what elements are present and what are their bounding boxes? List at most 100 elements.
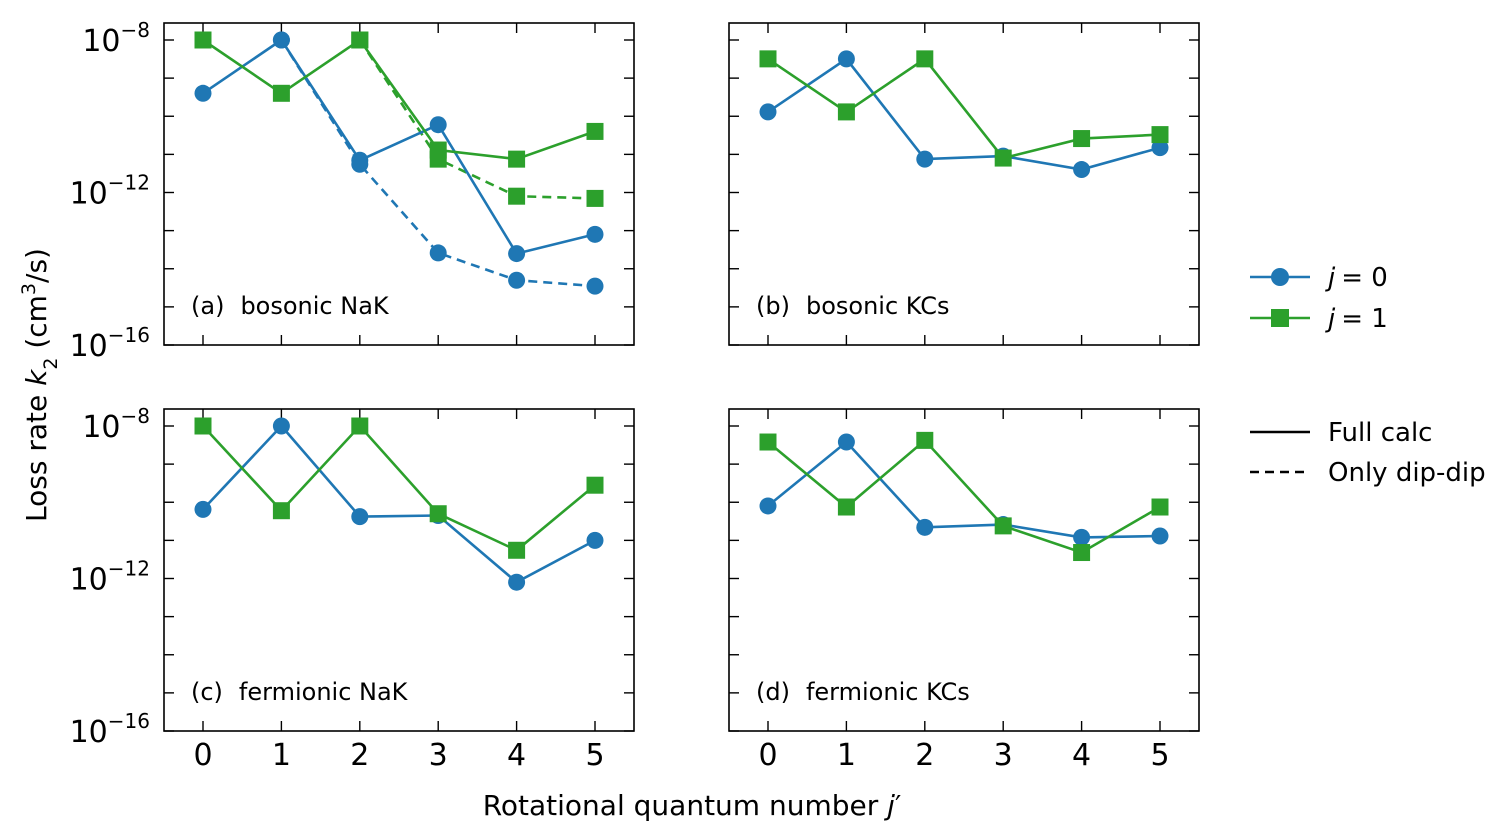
panel-d: 0 1 2 3 4 5 (d) fermionic KCs: [728, 408, 1200, 773]
point-j0: [1151, 139, 1169, 157]
point-j0: [916, 518, 934, 536]
series-line-j0-solid: [202, 38, 596, 256]
legend-j0-marker: [1271, 268, 1289, 286]
y-tick-label: 10−8: [82, 404, 150, 445]
x-axis-label: Rotational quantum number j′: [483, 789, 902, 822]
point-j1: [429, 505, 447, 523]
point-j0: [837, 433, 855, 451]
x-tick-label: 5: [1150, 738, 1169, 773]
panel-frame: [728, 408, 1200, 732]
x-tick-label: 1: [272, 738, 291, 773]
point-j1: [351, 31, 369, 49]
point-j0: [508, 573, 526, 591]
series-line-j1-dashed: [358, 39, 596, 200]
point-j0: [508, 245, 526, 263]
point-j1: [508, 187, 526, 205]
point-j0: [508, 271, 526, 289]
point-j0: [837, 50, 855, 68]
panel-title: (a) bosonic NaK: [191, 292, 390, 320]
panel-title: (b) bosonic KCs: [756, 292, 949, 320]
point-j0: [272, 31, 290, 49]
point-j0: [586, 531, 604, 549]
point-j1: [759, 433, 777, 451]
x-tick-label: 0: [193, 738, 212, 773]
y-tick-label: 10−16: [70, 323, 150, 364]
x-tick-label: 2: [915, 738, 934, 773]
legend-j0-label: j = 0: [1325, 263, 1388, 293]
x-tick-label: 4: [507, 738, 526, 773]
x-tick-label: 4: [1072, 738, 1091, 773]
panel-frame: [163, 22, 635, 346]
point-j1: [508, 541, 526, 559]
x-tick-label: 3: [994, 738, 1013, 773]
x-tick-label: 5: [585, 738, 604, 773]
point-j1: [1073, 544, 1091, 562]
point-j1: [994, 517, 1012, 535]
panel-b: (b) bosonic KCs: [728, 22, 1200, 346]
point-j1: [429, 141, 447, 159]
x-tick-label: 3: [429, 738, 448, 773]
point-j0: [429, 116, 447, 134]
point-j0: [194, 500, 212, 518]
point-j1: [837, 498, 855, 516]
point-j1: [1151, 498, 1169, 516]
series-line-j1-solid: [202, 38, 596, 161]
point-j0: [194, 84, 212, 102]
series-line-j0-solid: [202, 424, 596, 584]
point-j0: [759, 103, 777, 121]
y-axis-label: Loss rate k2 (cm3/s): [18, 248, 62, 522]
point-j0: [351, 151, 369, 169]
point-j1: [272, 84, 290, 102]
point-j1: [586, 122, 604, 140]
series-line-j1-solid: [202, 424, 596, 552]
y-tick-label: 10−12: [70, 171, 150, 212]
point-j1: [508, 150, 526, 168]
panel-c: 10−8 10−12 10−16 0 1 2 3 4 5 (c) fermionic NaK: [70, 404, 635, 773]
legend-j1-label: j = 1: [1325, 304, 1388, 334]
panel-title: (c) fermionic NaK: [191, 678, 409, 706]
point-j0: [1073, 528, 1091, 546]
series-line-j0-solid: [767, 57, 1161, 171]
point-j0: [916, 150, 934, 168]
point-j1: [272, 502, 290, 520]
point-j1: [586, 189, 604, 207]
point-j0: [1151, 527, 1169, 545]
panel-title: (d) fermionic KCs: [756, 678, 970, 706]
point-j1: [351, 417, 369, 435]
point-j0: [272, 417, 290, 435]
series-line-j1-solid: [767, 57, 1161, 160]
point-j1: [916, 50, 934, 68]
point-j0: [759, 497, 777, 515]
series-line-j0-solid: [767, 440, 1161, 539]
point-j1: [586, 476, 604, 494]
legend-dashed-label: Only dip-dip: [1328, 458, 1486, 488]
point-j0: [1073, 161, 1091, 179]
point-j1: [916, 431, 934, 449]
legend: j = 0 j = 1 Full calc Only dip-dip: [1250, 263, 1486, 488]
point-j0: [351, 508, 369, 526]
x-tick-label: 0: [758, 738, 777, 773]
point-j0: [429, 244, 447, 262]
y-tick-label: 10−12: [70, 557, 150, 598]
panel-a: 10−8 10−12 10−16 (a) bosonic NaK: [70, 18, 635, 364]
panel-frame: [163, 408, 635, 732]
legend-j1-marker: [1271, 309, 1289, 327]
point-j0: [586, 277, 604, 295]
legend-solid-label: Full calc: [1328, 418, 1432, 448]
y-tick-label: 10−16: [70, 709, 150, 750]
point-j1: [759, 50, 777, 68]
series-line-j0-dashed: [280, 39, 596, 288]
point-j1: [194, 31, 212, 49]
point-j0: [586, 225, 604, 243]
y-tick-label: 10−8: [82, 18, 150, 59]
point-j1: [837, 103, 855, 121]
x-tick-label: 2: [350, 738, 369, 773]
point-j1: [1073, 130, 1091, 148]
point-j1: [194, 417, 212, 435]
x-tick-label: 1: [837, 738, 856, 773]
point-j1: [1151, 126, 1169, 144]
panel-frame: [728, 22, 1200, 346]
point-j1: [994, 149, 1012, 167]
series-line-j1-solid: [767, 438, 1161, 554]
